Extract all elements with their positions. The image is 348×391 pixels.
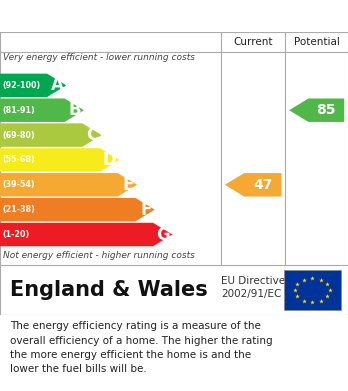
- Polygon shape: [0, 223, 172, 246]
- Text: B: B: [69, 101, 81, 119]
- Text: The energy efficiency rating is a measure of the
overall efficiency of a home. T: The energy efficiency rating is a measur…: [10, 321, 273, 375]
- Text: 47: 47: [253, 178, 272, 192]
- Text: 85: 85: [317, 103, 336, 117]
- Polygon shape: [0, 99, 84, 122]
- Text: Very energy efficient - lower running costs: Very energy efficient - lower running co…: [3, 53, 196, 62]
- Text: (55-68): (55-68): [3, 156, 35, 165]
- Text: G: G: [156, 226, 169, 244]
- Text: Current: Current: [234, 37, 273, 47]
- Polygon shape: [0, 173, 137, 197]
- Polygon shape: [289, 99, 344, 122]
- Text: A: A: [51, 76, 63, 94]
- Polygon shape: [0, 123, 102, 147]
- Text: C: C: [87, 126, 99, 144]
- Text: Potential: Potential: [294, 37, 340, 47]
- Text: EU Directive
2002/91/EC: EU Directive 2002/91/EC: [221, 276, 285, 299]
- Text: E: E: [123, 176, 134, 194]
- Text: (39-54): (39-54): [3, 180, 35, 189]
- Text: England & Wales: England & Wales: [10, 280, 208, 300]
- Polygon shape: [225, 173, 282, 197]
- Text: Not energy efficient - higher running costs: Not energy efficient - higher running co…: [3, 251, 195, 260]
- Text: D: D: [103, 151, 117, 169]
- Polygon shape: [0, 198, 155, 221]
- Bar: [284, 270, 341, 310]
- Text: F: F: [141, 201, 152, 219]
- Text: (69-80): (69-80): [3, 131, 35, 140]
- Polygon shape: [0, 74, 66, 97]
- Text: (1-20): (1-20): [3, 230, 30, 239]
- Text: (81-91): (81-91): [3, 106, 35, 115]
- Text: (21-38): (21-38): [3, 205, 35, 214]
- Polygon shape: [0, 148, 119, 172]
- Text: Energy Efficiency Rating: Energy Efficiency Rating: [10, 9, 221, 24]
- Text: (92-100): (92-100): [3, 81, 41, 90]
